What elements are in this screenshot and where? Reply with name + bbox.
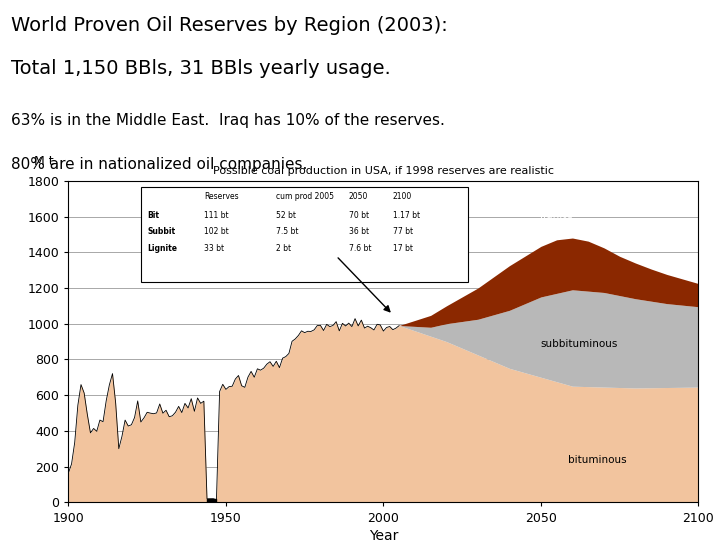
Bar xyxy=(141,187,469,282)
Text: 1.17 bt: 1.17 bt xyxy=(393,212,420,220)
Text: 52 bt: 52 bt xyxy=(276,212,297,220)
Text: bituminous: bituminous xyxy=(568,455,627,465)
Text: 33 bt: 33 bt xyxy=(204,244,224,253)
Text: Reserves: Reserves xyxy=(204,192,238,201)
Text: 2100: 2100 xyxy=(393,192,412,201)
Text: 77 bt: 77 bt xyxy=(393,227,413,237)
Text: Subbit: Subbit xyxy=(147,227,175,237)
Text: Lignite: Lignite xyxy=(147,244,177,253)
Text: 102 bt: 102 bt xyxy=(204,227,229,237)
Text: 111 bt: 111 bt xyxy=(204,212,228,220)
Text: subbituminous: subbituminous xyxy=(540,339,617,349)
Text: 36 bt: 36 bt xyxy=(348,227,369,237)
X-axis label: Year: Year xyxy=(369,529,398,540)
Text: Bit: Bit xyxy=(147,212,159,220)
Text: 7.5 bt: 7.5 bt xyxy=(276,227,299,237)
Text: Total 1,150 BBls, 31 BBls yearly usage.: Total 1,150 BBls, 31 BBls yearly usage. xyxy=(11,59,390,78)
Text: World Proven Oil Reserves by Region (2003):: World Proven Oil Reserves by Region (200… xyxy=(11,16,448,35)
Text: 17 bt: 17 bt xyxy=(393,244,413,253)
Title: Possible coal production in USA, if 1998 reserves are realistic: Possible coal production in USA, if 1998… xyxy=(213,166,554,176)
Text: 2050: 2050 xyxy=(348,192,368,201)
Text: 7.6 bt: 7.6 bt xyxy=(348,244,372,253)
Text: 2 bt: 2 bt xyxy=(276,244,292,253)
Text: 63% is in the Middle East.  Iraq has 10% of the reserves.: 63% is in the Middle East. Iraq has 10% … xyxy=(11,113,445,129)
Text: 70 bt: 70 bt xyxy=(348,212,369,220)
Text: lignite: lignite xyxy=(540,211,573,220)
Text: 80% are in nationalized oil companies.: 80% are in nationalized oil companies. xyxy=(11,157,307,172)
Text: cum prod 2005: cum prod 2005 xyxy=(276,192,334,201)
Text: M t: M t xyxy=(34,155,53,168)
